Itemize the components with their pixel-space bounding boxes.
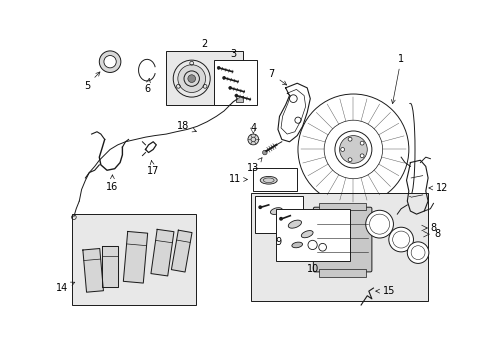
Circle shape bbox=[178, 65, 205, 93]
FancyBboxPatch shape bbox=[313, 207, 371, 272]
Bar bbox=[318, 269, 366, 276]
Circle shape bbox=[339, 136, 366, 163]
Circle shape bbox=[360, 141, 363, 145]
Text: 5: 5 bbox=[83, 72, 100, 91]
Text: 12: 12 bbox=[428, 183, 447, 193]
Text: 16: 16 bbox=[106, 175, 118, 192]
Bar bbox=[71, 214, 196, 305]
Bar bbox=[250, 193, 427, 301]
Circle shape bbox=[217, 66, 220, 69]
Ellipse shape bbox=[285, 212, 295, 218]
Circle shape bbox=[347, 158, 351, 162]
Circle shape bbox=[388, 227, 413, 252]
Text: 13: 13 bbox=[246, 158, 262, 173]
Polygon shape bbox=[123, 231, 147, 283]
Text: 4: 4 bbox=[250, 123, 256, 133]
Circle shape bbox=[234, 94, 238, 97]
Polygon shape bbox=[151, 229, 174, 276]
Circle shape bbox=[222, 76, 225, 80]
Circle shape bbox=[407, 242, 428, 264]
Ellipse shape bbox=[288, 220, 301, 228]
Bar bbox=[276, 209, 349, 261]
Text: 17: 17 bbox=[147, 161, 159, 176]
Circle shape bbox=[340, 148, 344, 152]
Text: 10: 10 bbox=[306, 264, 319, 274]
Text: 7: 7 bbox=[268, 69, 286, 85]
Polygon shape bbox=[102, 247, 118, 287]
Text: 1: 1 bbox=[390, 54, 404, 104]
Bar bbox=[254, 195, 302, 233]
Polygon shape bbox=[82, 248, 103, 292]
Bar bbox=[214, 60, 257, 105]
Circle shape bbox=[258, 205, 262, 209]
Circle shape bbox=[228, 86, 231, 89]
Circle shape bbox=[279, 217, 283, 221]
Circle shape bbox=[347, 137, 351, 141]
Text: 14: 14 bbox=[56, 282, 75, 293]
Bar bbox=[235, 95, 243, 102]
Ellipse shape bbox=[291, 242, 302, 248]
Ellipse shape bbox=[99, 51, 121, 72]
Ellipse shape bbox=[260, 176, 277, 184]
Circle shape bbox=[247, 134, 258, 145]
Text: 18: 18 bbox=[177, 121, 196, 132]
Bar bbox=[318, 203, 366, 210]
Text: 9: 9 bbox=[275, 237, 281, 247]
Circle shape bbox=[187, 75, 195, 82]
Text: 2: 2 bbox=[201, 39, 207, 49]
Circle shape bbox=[262, 150, 266, 155]
Bar bbox=[252, 168, 297, 191]
Text: 3: 3 bbox=[230, 49, 236, 59]
Text: 8: 8 bbox=[433, 229, 440, 239]
Ellipse shape bbox=[104, 55, 116, 68]
Ellipse shape bbox=[270, 208, 282, 215]
Text: 6: 6 bbox=[143, 78, 150, 94]
Bar bbox=[166, 51, 243, 105]
Text: 11: 11 bbox=[228, 175, 247, 184]
Text: 15: 15 bbox=[375, 286, 394, 296]
Circle shape bbox=[360, 154, 363, 158]
Text: 8: 8 bbox=[429, 223, 436, 233]
Polygon shape bbox=[171, 230, 192, 272]
Ellipse shape bbox=[301, 231, 312, 238]
Circle shape bbox=[365, 210, 393, 238]
